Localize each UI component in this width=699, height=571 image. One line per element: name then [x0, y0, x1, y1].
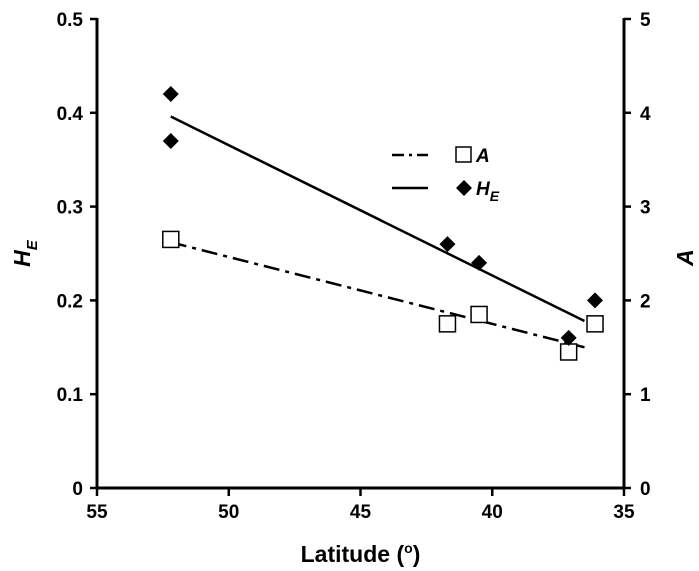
- left-y-axis-title: HE: [9, 239, 41, 267]
- legend-he-label: HE: [476, 179, 500, 204]
- trend-line-he: [170, 115, 586, 323]
- legend-he-label-main: H: [476, 179, 491, 200]
- right-y-tick-label: 1: [640, 385, 651, 406]
- right-y-tick-label: 5: [640, 10, 651, 31]
- legend-entry-he: HE: [392, 179, 500, 204]
- x-tick-label: 50: [218, 502, 239, 523]
- legend-a-label: A: [475, 146, 490, 167]
- legend: A HE: [392, 146, 500, 204]
- point-a: [438, 315, 457, 333]
- axes: [95, 18, 626, 490]
- left-y-tick-label: 0.4: [57, 104, 84, 125]
- right-y-tick-label: 0: [640, 479, 651, 500]
- right-y-tick-label: 2: [640, 291, 651, 312]
- right-y-tick-label: 3: [640, 198, 651, 219]
- tick-marks: [90, 17, 631, 496]
- x-tick-label: 45: [350, 502, 372, 523]
- x-tick-label: 55: [86, 502, 108, 523]
- point-he: [471, 254, 488, 271]
- point-he: [439, 236, 456, 253]
- x-tick-label: 40: [482, 502, 503, 523]
- point-he: [560, 329, 577, 346]
- left-y-tick-label: 0: [72, 479, 83, 500]
- left-y-tick-label: 0.1: [57, 385, 84, 406]
- point-a: [470, 305, 488, 324]
- x-axis-title-close: ): [413, 541, 421, 567]
- legend-he-diamond-marker: [456, 180, 472, 196]
- left-y-tick-label: 0.2: [57, 291, 83, 312]
- point-a: [586, 315, 604, 333]
- trend-line-a: [170, 241, 585, 349]
- point-a: [162, 230, 180, 249]
- trend-lines: [170, 115, 586, 349]
- right-y-axis-title: A: [672, 249, 698, 267]
- legend-he-label-sub: E: [490, 188, 500, 204]
- point-a: [559, 343, 578, 361]
- legend-entry-a: A: [392, 146, 490, 167]
- data-points: [162, 86, 604, 361]
- x-axis-title-degree: o: [404, 540, 413, 556]
- left-y-axis-title-main: H: [9, 250, 35, 267]
- point-he: [162, 86, 179, 103]
- left-y-axis-title-sub: E: [24, 239, 41, 250]
- left-y-tick-label: 0.5: [57, 10, 84, 31]
- x-axis-title: Latitude (o): [301, 540, 421, 567]
- legend-a-square-marker: [455, 146, 472, 163]
- x-tick-label: 35: [613, 502, 635, 523]
- x-axis-title-main: Latitude (: [301, 541, 405, 567]
- left-y-tick-label: 0.3: [57, 198, 83, 219]
- point-he: [162, 132, 179, 149]
- right-y-tick-label: 4: [640, 104, 651, 125]
- point-he: [587, 292, 604, 309]
